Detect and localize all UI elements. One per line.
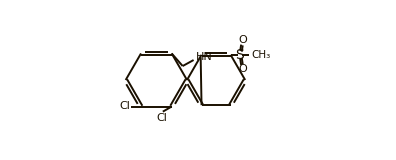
Text: O: O (238, 64, 247, 74)
Text: S: S (235, 48, 244, 62)
Text: Cl: Cl (119, 101, 130, 111)
Text: O: O (238, 35, 247, 45)
Text: CH₃: CH₃ (251, 50, 271, 60)
Text: HN: HN (196, 52, 213, 62)
Text: Cl: Cl (156, 113, 168, 123)
